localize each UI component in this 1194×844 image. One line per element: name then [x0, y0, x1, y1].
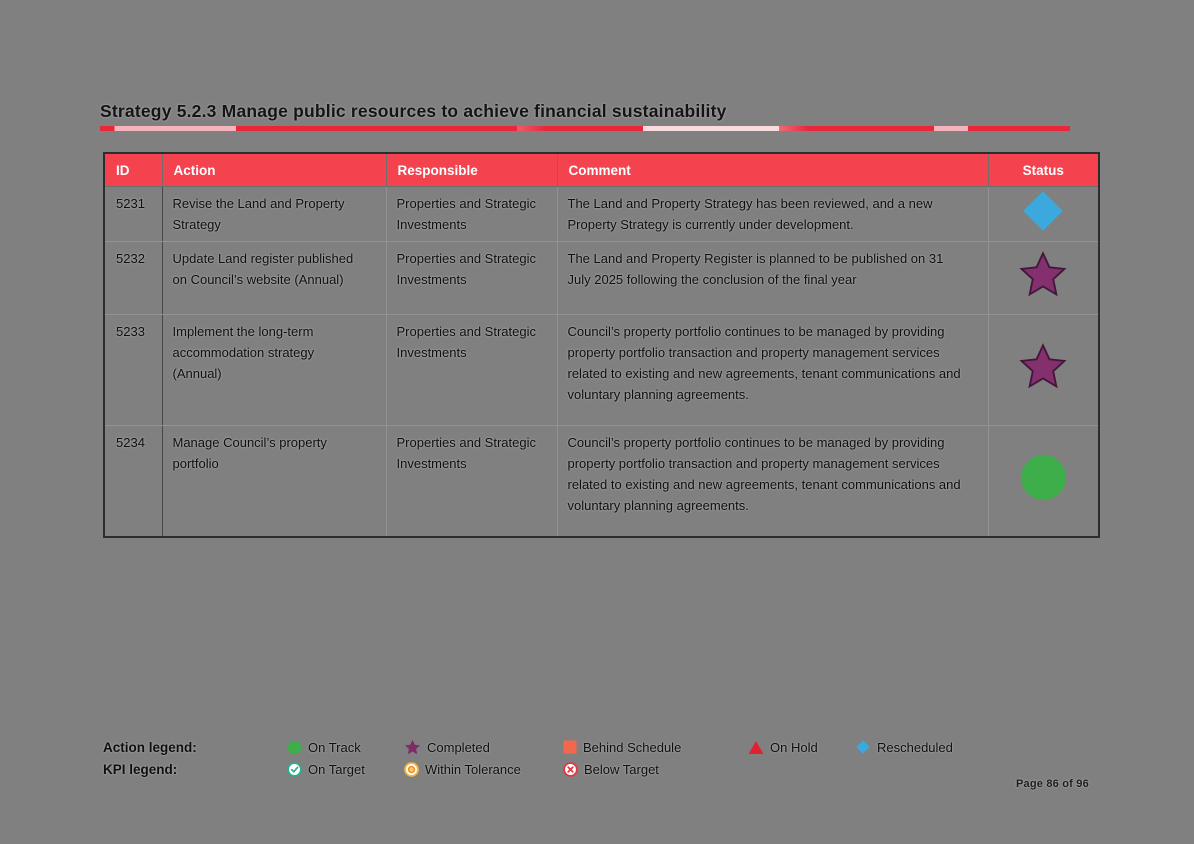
legend-item-within-tolerance: Within Tolerance — [404, 762, 563, 777]
column-header-responsible: Responsible — [385, 152, 558, 187]
actions-table: ID Action Responsible Comment Status 523… — [103, 152, 1100, 538]
cell-action: Revise the Land and Property Strategy — [161, 186, 387, 242]
table-row: 5231 Revise the Land and Property Strate… — [103, 186, 1100, 242]
cell-responsible: Properties and Strategic Investments — [385, 241, 558, 315]
teal-check-circle-icon — [287, 761, 302, 777]
legend-item-label: Completed — [427, 739, 490, 755]
legend-item-label: Below Target — [584, 761, 659, 777]
legend-item-behind-schedule: Behind Schedule — [563, 740, 748, 755]
legend-item-rescheduled: Rescheduled — [855, 739, 953, 755]
cell-responsible: Properties and Strategic Investments — [385, 425, 558, 537]
legend-item-label: Behind Schedule — [583, 739, 682, 755]
legend-item-label: On Track — [308, 739, 361, 755]
status-legend: Action legend: On Track Completed Behind… — [103, 736, 953, 780]
table-header: ID Action Responsible Comment Status — [103, 152, 1100, 187]
yellow-target-circle-icon — [404, 761, 419, 777]
page-title: Strategy 5.2.3 Manage public resources t… — [100, 101, 727, 121]
cell-status — [987, 314, 1100, 426]
cell-id: 5232 — [103, 241, 163, 315]
table-row: 5232 Update Land register published on C… — [103, 241, 1100, 315]
purple-star-icon — [404, 739, 421, 754]
table-row: 5233 Implement the long-term accommodati… — [103, 314, 1100, 426]
table-row: 5234 Manage Council’s property portfolio… — [103, 425, 1100, 537]
legend-item-on-track: On Track — [287, 740, 404, 755]
green-circle-icon — [287, 740, 302, 754]
legend-item-label: On Target — [308, 761, 365, 777]
column-header-comment: Comment — [556, 152, 989, 187]
cell-comment: The Land and Property Strategy has been … — [556, 186, 989, 242]
legend-item-label: Rescheduled — [877, 739, 953, 755]
legend-item-below-target: Below Target — [563, 762, 748, 777]
cell-action: Implement the long-term accommodation st… — [161, 314, 387, 426]
cell-responsible: Properties and Strategic Investments — [385, 314, 558, 426]
cell-id: 5233 — [103, 314, 163, 426]
cell-action: Update Land register published on Counci… — [161, 241, 387, 315]
cell-status — [987, 186, 1100, 242]
orange-square-icon — [563, 740, 577, 754]
on-track-circle-icon — [1020, 455, 1066, 501]
rescheduled-diamond-icon — [1023, 191, 1064, 231]
legend-item-label: On Hold — [770, 739, 818, 755]
completed-star-icon — [1019, 343, 1067, 389]
legend-item-label: Within Tolerance — [425, 761, 521, 777]
cell-id: 5234 — [103, 425, 163, 537]
column-header-action: Action — [161, 152, 387, 187]
cell-comment: Council’s property portfolio continues t… — [556, 314, 989, 426]
blue-diamond-icon — [856, 740, 870, 754]
cell-status — [987, 425, 1100, 537]
cell-status — [987, 241, 1100, 315]
cell-comment: Council’s property portfolio continues t… — [556, 425, 989, 537]
completed-star-icon — [1019, 251, 1067, 297]
cell-responsible: Properties and Strategic Investments — [385, 186, 558, 242]
column-header-id: ID — [103, 152, 163, 187]
cell-action: Manage Council’s property portfolio — [161, 425, 387, 537]
action-legend-label: Action legend: — [103, 739, 197, 755]
column-header-status: Status — [987, 152, 1100, 187]
cell-id: 5231 — [103, 186, 163, 242]
legend-item-on-hold: On Hold — [748, 740, 855, 755]
kpi-legend-label: KPI legend: — [103, 761, 178, 777]
red-cross-circle-icon — [563, 761, 578, 777]
red-triangle-icon — [748, 740, 764, 754]
title-underline — [100, 126, 1070, 131]
legend-item-on-target: On Target — [287, 762, 404, 777]
legend-item-completed: Completed — [404, 739, 563, 756]
page-indicator: Page 86 of 96 — [1016, 778, 1089, 790]
cell-comment: The Land and Property Register is planne… — [556, 241, 989, 315]
